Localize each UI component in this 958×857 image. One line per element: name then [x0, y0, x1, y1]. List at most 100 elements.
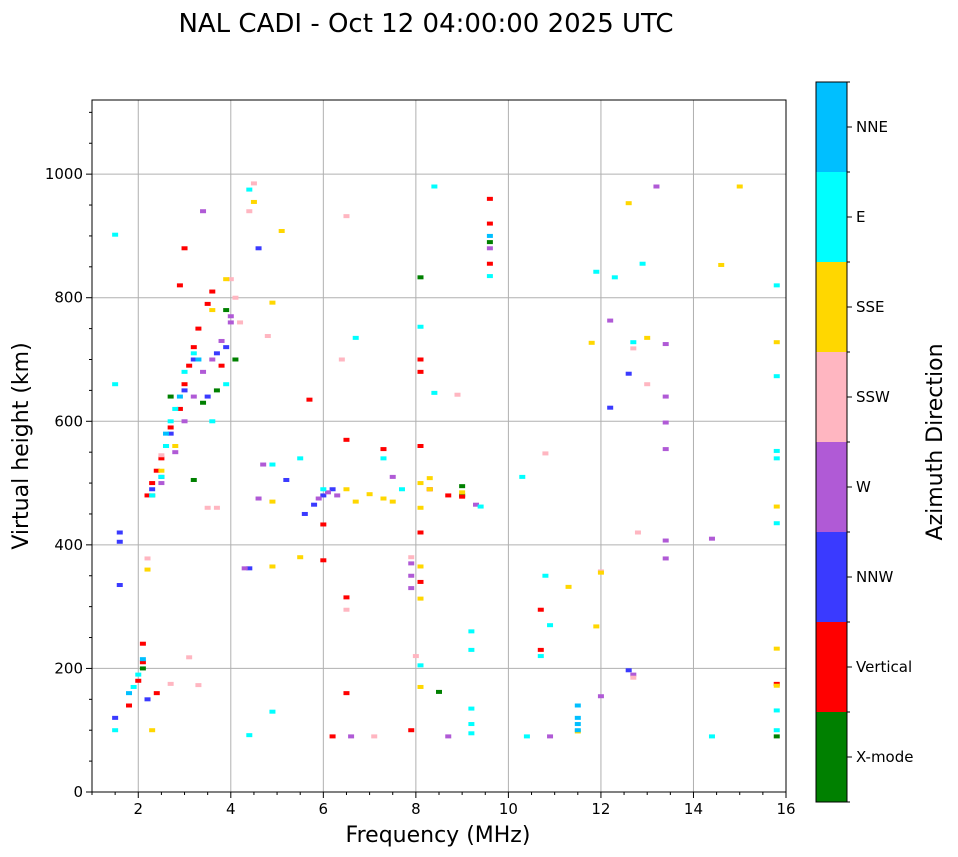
- series-ssw: [144, 181, 651, 739]
- data-point: [773, 374, 780, 379]
- data-point: [223, 308, 230, 313]
- data-point: [338, 357, 345, 362]
- data-point: [223, 345, 230, 350]
- data-point: [297, 456, 304, 461]
- data-point: [149, 481, 156, 486]
- data-point: [269, 564, 276, 569]
- data-point: [343, 595, 350, 600]
- data-point: [417, 324, 424, 329]
- data-point: [634, 530, 641, 535]
- data-point: [371, 734, 378, 739]
- data-point: [625, 371, 632, 376]
- data-point: [167, 394, 174, 399]
- x-tick-label: 16: [776, 800, 795, 818]
- data-point: [445, 493, 452, 498]
- data-point: [445, 734, 452, 739]
- data-point: [195, 357, 202, 362]
- data-point: [139, 657, 146, 662]
- data-point: [181, 419, 188, 424]
- data-point: [662, 556, 669, 561]
- data-point: [773, 456, 780, 461]
- data-point: [718, 262, 725, 267]
- data-point: [468, 629, 475, 634]
- y-axis-ticks: 0 200 400 600 800 1000: [45, 111, 92, 801]
- data-point: [417, 530, 424, 535]
- data-point: [662, 538, 669, 543]
- data-point: [149, 728, 156, 733]
- data-point: [223, 382, 230, 387]
- data-point: [468, 731, 475, 736]
- data-point: [260, 462, 267, 467]
- data-point: [426, 487, 433, 492]
- data-point: [209, 308, 216, 313]
- data-point: [565, 584, 572, 589]
- data-point: [264, 334, 271, 339]
- data-point: [209, 419, 216, 424]
- data-point: [139, 641, 146, 646]
- data-point: [181, 382, 188, 387]
- data-point: [190, 477, 197, 482]
- data-point: [593, 624, 600, 629]
- data-point: [250, 199, 257, 204]
- colorbar-segment: [816, 712, 847, 802]
- data-point: [417, 564, 424, 569]
- data-point: [167, 681, 174, 686]
- colorbar-tick-label: E: [856, 208, 865, 226]
- data-point: [408, 573, 415, 578]
- y-tick-label: 200: [54, 659, 83, 677]
- data-point: [662, 342, 669, 347]
- data-point: [426, 476, 433, 481]
- data-point: [773, 683, 780, 688]
- data-point: [320, 493, 327, 498]
- data-point: [412, 654, 419, 659]
- data-point: [417, 684, 424, 689]
- data-point: [213, 351, 220, 356]
- data-point: [773, 448, 780, 453]
- data-point: [153, 468, 160, 473]
- data-point: [278, 228, 285, 233]
- data-point: [408, 586, 415, 591]
- data-point: [574, 728, 581, 733]
- data-point: [329, 487, 336, 492]
- data-point: [301, 511, 308, 516]
- data-point: [126, 703, 133, 708]
- data-point: [116, 530, 123, 535]
- data-point: [190, 351, 197, 356]
- colorbar-label: Azimuth Direction: [923, 343, 948, 540]
- data-point: [306, 397, 313, 402]
- data-point: [773, 283, 780, 288]
- data-point: [343, 607, 350, 612]
- data-point: [112, 728, 119, 733]
- data-point: [149, 487, 156, 492]
- data-point: [486, 196, 493, 201]
- y-tick-label: 600: [54, 412, 83, 430]
- data-point: [112, 715, 119, 720]
- data-point: [269, 709, 276, 714]
- colorbar-tick-label: Vertical: [856, 658, 912, 676]
- data-point: [380, 496, 387, 501]
- x-tick-label: 2: [133, 800, 143, 818]
- data-point: [311, 502, 318, 507]
- data-point: [417, 357, 424, 362]
- data-point: [116, 539, 123, 544]
- data-point: [167, 419, 174, 424]
- colorbar-segment: [816, 622, 847, 712]
- data-point: [204, 505, 211, 510]
- data-point: [343, 691, 350, 696]
- data-point: [204, 394, 211, 399]
- x-tick-label: 14: [684, 800, 703, 818]
- data-point: [417, 596, 424, 601]
- data-point: [486, 274, 493, 279]
- data-point: [547, 623, 554, 628]
- data-point: [486, 233, 493, 238]
- data-point: [773, 708, 780, 713]
- data-point: [195, 683, 202, 688]
- data-point: [181, 369, 188, 374]
- data-point: [172, 406, 179, 411]
- data-point: [408, 555, 415, 560]
- data-point: [144, 556, 151, 561]
- data-point: [227, 314, 234, 319]
- series-sse: [144, 184, 780, 734]
- data-point: [190, 394, 197, 399]
- series-x-mode: [139, 240, 780, 739]
